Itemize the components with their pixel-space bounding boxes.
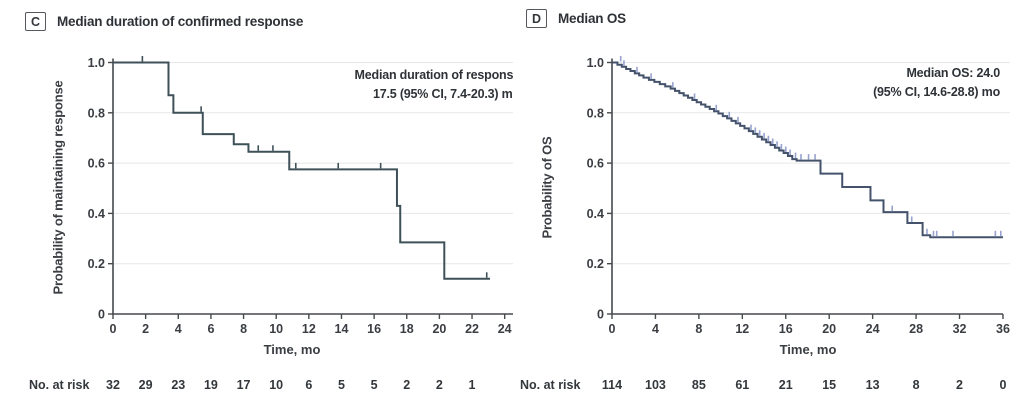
- risk-count: 17: [236, 378, 251, 392]
- x-tick-label: 20: [432, 322, 446, 336]
- x-tick-label: 8: [695, 322, 702, 336]
- panel-c: 0 0.2 0.4 0.6 0.8 1.0 0 2 4 6 8 10 12 14 16 18 20 22 24 C …: [0, 12, 513, 400]
- risk-count: 2: [403, 378, 411, 392]
- y-tick-label: 0.8: [587, 106, 604, 120]
- y-tick-label: 0.2: [88, 257, 105, 271]
- risk-count: 10: [269, 378, 284, 392]
- y-tick-label: 0: [597, 308, 604, 322]
- panel-d-header: D Median OS: [526, 9, 626, 28]
- y-tick-label: 1.0: [587, 56, 604, 70]
- risk-count: 15: [822, 378, 837, 392]
- y-tick-label: 0.4: [587, 207, 604, 221]
- x-tick-label: 24: [498, 322, 512, 336]
- x-tick-label: 16: [367, 322, 381, 336]
- x-tick-label: 36: [996, 322, 1010, 336]
- risk-count: 19: [203, 378, 218, 392]
- y-tick-label: 0: [98, 308, 105, 322]
- risk-count: 103: [645, 378, 666, 392]
- risk-count: 23: [171, 378, 186, 392]
- risk-count: 114: [601, 378, 623, 392]
- annotation-line-2: 17.5 (95% CI, 7.4-20.3) mo: [373, 87, 513, 101]
- x-tick-label: 22: [465, 322, 479, 336]
- panel-c-plot: 00.20.40.60.81.00 2 4 6 8 10 12 14 16 18 20 22 24: [88, 56, 513, 336]
- panel-letter-c: C: [25, 12, 46, 31]
- x-tick-label: 0: [110, 322, 117, 336]
- risk-count: 6: [305, 378, 313, 392]
- annotation-line-1: Median duration of response: [354, 68, 513, 82]
- x-tick-label: 12: [735, 322, 749, 336]
- panel-d-x-axis-label: Time, mo: [779, 342, 837, 357]
- risk-count: 21: [778, 378, 793, 392]
- panel-c-header: C Median duration of confirmed response: [25, 12, 303, 31]
- panel-d-title: Median OS: [558, 11, 626, 26]
- risk-count: 29: [138, 378, 153, 392]
- risk-count: 0: [999, 378, 1007, 392]
- x-tick-label: 8: [240, 322, 247, 336]
- survival-curve: [612, 61, 1003, 239]
- x-tick-label: 18: [400, 322, 414, 336]
- x-tick-label: 28: [909, 322, 923, 336]
- panel-c-annotation: Median duration of response 17.5 (95% CI…: [280, 66, 513, 104]
- panel-c-risk-row: No. at risk 32 29 23 19 17 10 6 5 5 2 2 1: [0, 378, 513, 400]
- risk-count: 5: [337, 378, 345, 392]
- y-tick-label: 0.6: [88, 157, 105, 171]
- panel-d-risk-row: No. at risk 114 103 85 61 21 15 13 8 2 0: [513, 378, 1026, 400]
- risk-count: 85: [691, 378, 706, 392]
- x-tick-label: 32: [953, 322, 967, 336]
- annotation-line-1: Median OS: 24.0: [906, 66, 1000, 80]
- y-tick-label: 0.4: [88, 207, 105, 221]
- risk-count: 2: [435, 378, 443, 392]
- survival-curve: [113, 61, 490, 280]
- y-tick-label: 0.6: [587, 157, 604, 171]
- panel-d-plot: 0 0.2 0.4 0.6 0.8 1.0 0 4 8 12 16 20 24 28 32 36: [587, 56, 1010, 336]
- x-tick-label: 0: [609, 322, 616, 336]
- x-tick-label: 6: [207, 322, 214, 336]
- x-tick-label: 12: [302, 322, 316, 336]
- x-tick-label: 20: [822, 322, 836, 336]
- panel-d-annotation: Median OS: 24.0 (95% CI, 14.6-28.8) mo: [873, 64, 1000, 102]
- panel-d: 0 0.2 0.4 0.6 0.8 1.0 0 4 8 12 16 20 24 28 32 36 D Medi…: [513, 0, 1026, 409]
- x-tick-label: 4: [652, 322, 659, 336]
- risk-count: 61: [735, 378, 750, 392]
- panel-d-risk-label: No. at risk: [520, 378, 581, 392]
- risk-count: 8: [912, 378, 920, 392]
- y-tick-label: 0.2: [587, 257, 604, 271]
- risk-count: 32: [106, 378, 120, 392]
- panel-c-risk-label: No. at risk: [29, 378, 90, 392]
- x-tick-label: 2: [142, 322, 149, 336]
- annotation-line-2: (95% CI, 14.6-28.8) mo: [873, 85, 1000, 99]
- risk-count: 5: [370, 378, 378, 392]
- panel-c-title: Median duration of confirmed response: [57, 14, 304, 29]
- panel-letter-d: D: [526, 9, 547, 28]
- x-tick-label: 4: [175, 322, 182, 336]
- x-tick-label: 24: [866, 322, 880, 336]
- panel-c-y-axis-label: Probability of maintaining response: [50, 80, 66, 295]
- x-tick-label: 16: [779, 322, 793, 336]
- panel-c-x-axis-label: Time, mo: [263, 342, 321, 357]
- risk-count: 1: [468, 378, 476, 392]
- y-tick-label: 1.0: [88, 56, 105, 70]
- x-tick-label: 14: [335, 322, 349, 336]
- y-tick-label: 0.8: [88, 106, 105, 120]
- panel-d-y-axis-label: Probability of OS: [539, 136, 555, 239]
- x-tick-label: 10: [269, 322, 283, 336]
- risk-count: 13: [865, 378, 880, 392]
- risk-count: 2: [956, 378, 963, 392]
